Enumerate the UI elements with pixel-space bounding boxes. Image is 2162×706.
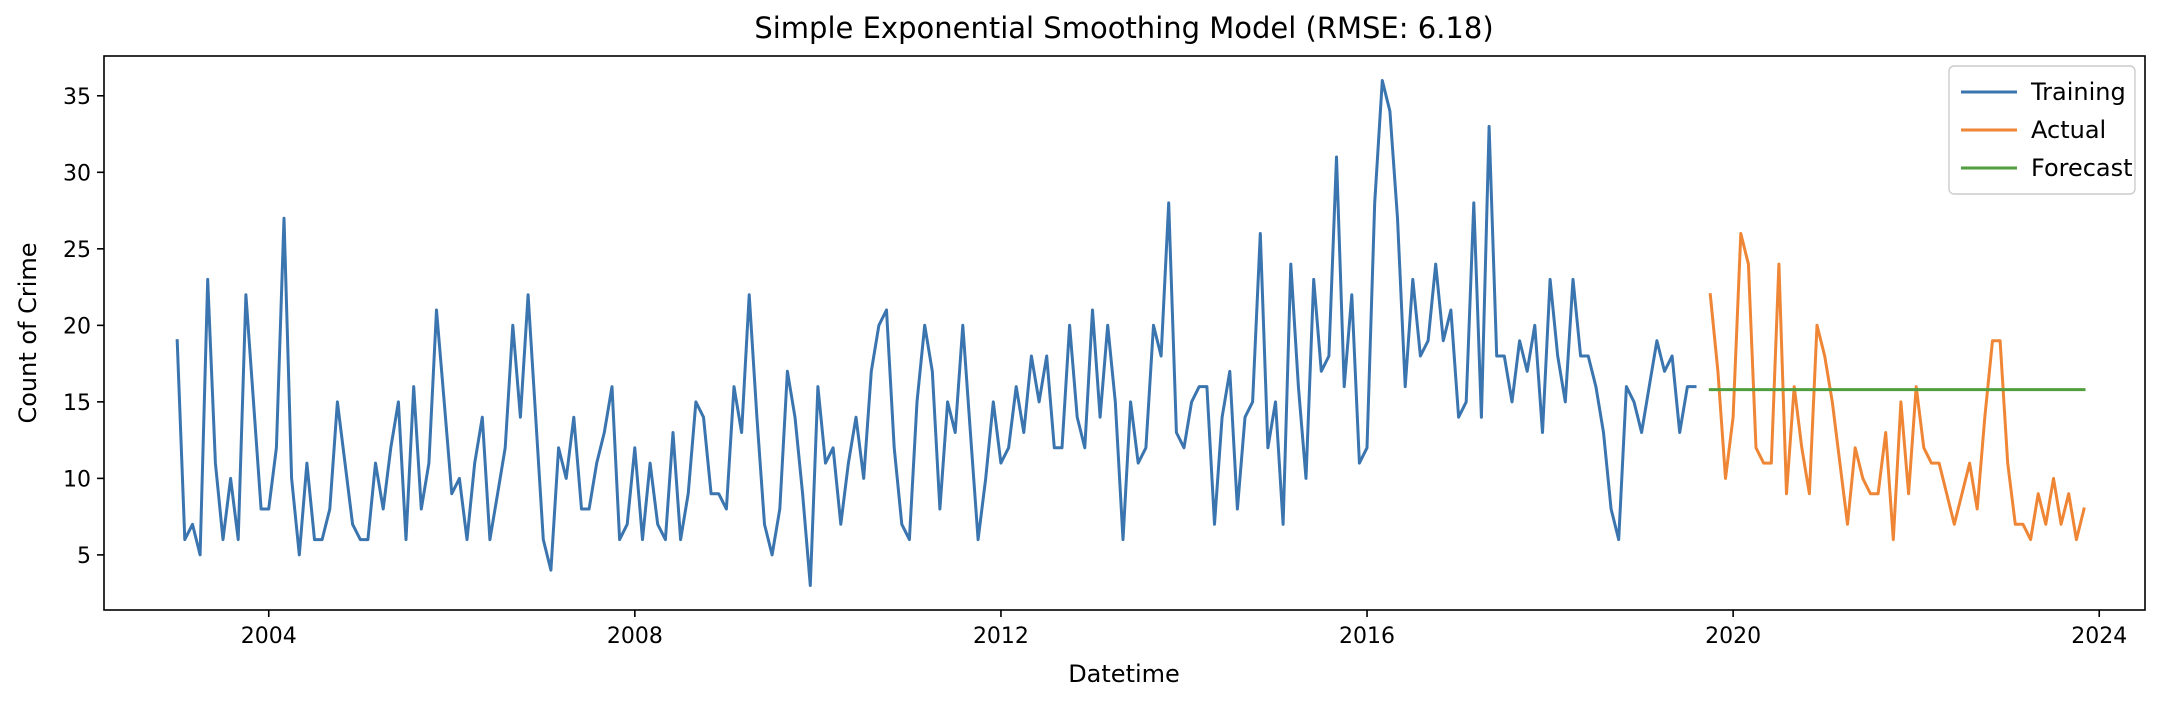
legend-label-training: Training <box>2030 78 2126 106</box>
x-tick-label: 2004 <box>241 624 297 649</box>
x-tick-label: 2008 <box>607 624 663 649</box>
x-axis-label: Datetime <box>1068 660 1180 688</box>
y-tick-label: 25 <box>63 238 91 263</box>
x-axis: 2004 2008 2012 2016 2020 2024 <box>241 610 2127 649</box>
x-tick-label: 2020 <box>1705 624 1761 649</box>
y-tick-label: 20 <box>63 314 91 339</box>
series-line-training <box>175 79 1697 587</box>
x-tick-label: 2024 <box>2071 624 2127 649</box>
y-tick-label: 35 <box>63 85 91 110</box>
y-tick-label: 30 <box>63 161 91 186</box>
x-tick-label: 2012 <box>973 624 1029 649</box>
series-line-actual <box>1708 232 2086 542</box>
y-tick-label: 10 <box>63 467 91 492</box>
plot-frame <box>103 55 2146 611</box>
y-axis-label: Count of Crime <box>14 242 42 423</box>
legend-box <box>1948 65 2136 195</box>
chart-title: Simple Exponential Smoothing Model (RMSE… <box>754 11 1493 45</box>
y-axis: 5 10 15 20 25 30 35 <box>63 85 104 569</box>
series-layer <box>175 79 2086 587</box>
legend-label-actual: Actual <box>2031 116 2106 144</box>
y-tick-label: 15 <box>63 391 91 416</box>
x-tick-label: 2016 <box>1339 624 1395 649</box>
legend: Training Actual Forecast <box>1948 65 2136 195</box>
y-tick-label: 5 <box>77 544 91 569</box>
legend-label-forecast: Forecast <box>2031 154 2133 182</box>
